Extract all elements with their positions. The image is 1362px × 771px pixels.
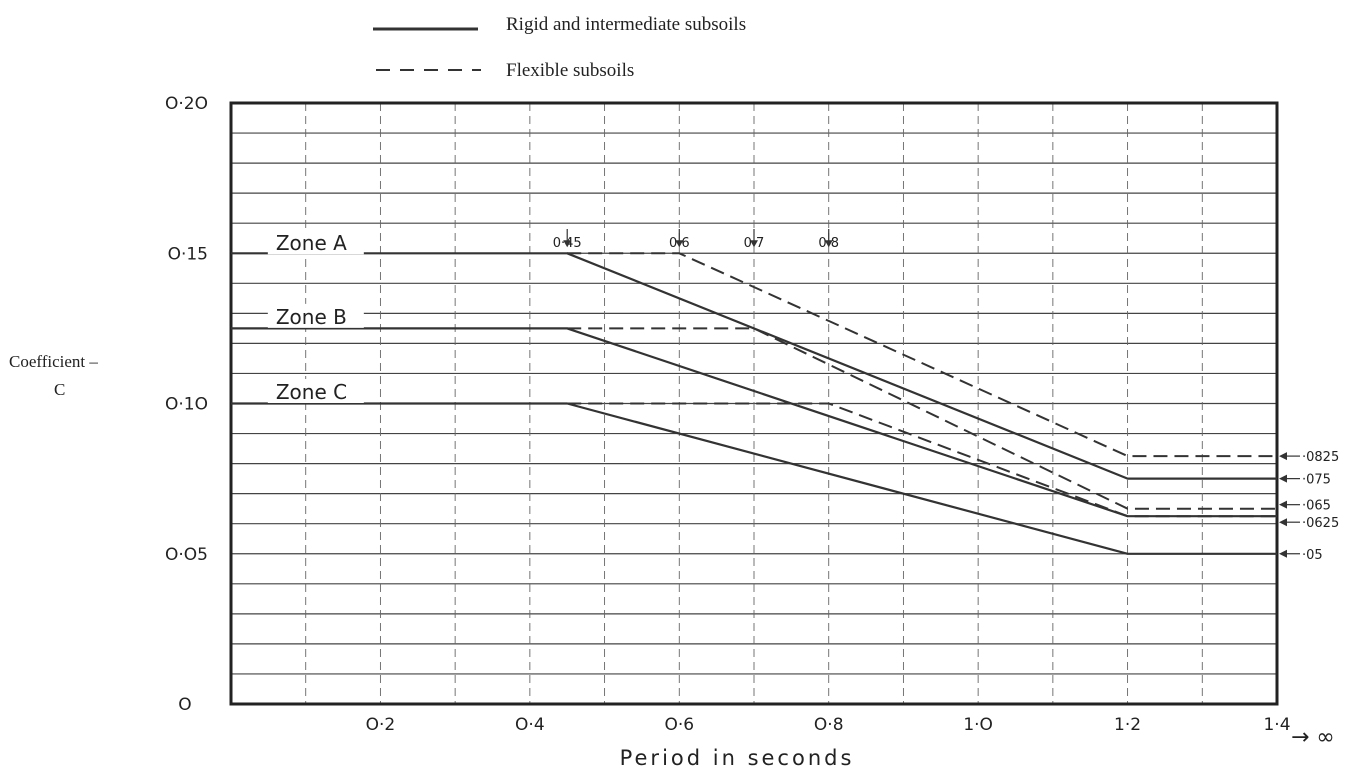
period-marker-arrowhead (563, 240, 572, 248)
series-line-flexible (567, 252, 1277, 458)
series-line-flexible (567, 402, 1277, 518)
series-layer (231, 252, 1277, 555)
right-value-label: ·0825 (1302, 450, 1339, 465)
zone-labels-layer: Zone A Zone B Zone C (267, 230, 364, 404)
period-marker-arrowhead (824, 240, 833, 248)
right-labels-layer: ·0825 ·075 ·065 ·0625 ·05 (1279, 450, 1339, 563)
right-value-label: ·065 (1302, 499, 1331, 514)
right-label-arrowhead (1279, 474, 1287, 483)
y-axis-label-line1: Coefficient – (9, 352, 98, 371)
x-tick-label: 1·4 (1263, 715, 1290, 735)
x-infinity-label: → ∞ (1291, 725, 1335, 750)
right-label-arrowhead (1279, 549, 1287, 558)
zone-label-background (267, 303, 364, 328)
x-axis-label: Period in seconds (620, 746, 855, 770)
right-value-label: ·05 (1302, 548, 1323, 563)
x-tick-label: O·8 (814, 715, 844, 735)
legend-solid-label: Rigid and intermediate subsoils (506, 14, 746, 35)
y-tick-label: O·2O (165, 94, 208, 114)
right-label-arrowhead (1279, 452, 1287, 461)
zone-label-background (267, 230, 364, 255)
right-label-arrowhead (1279, 500, 1287, 509)
period-marker-arrowhead (750, 240, 758, 248)
x-tick-label: O·2 (366, 715, 396, 735)
markers-layer: 0·450·60·70·8 (553, 229, 839, 251)
right-label-arrowhead (1279, 518, 1287, 527)
x-ticks-layer: O·2 O·4 O·6 O·8 1·O 1·2 1·4 (366, 715, 1291, 735)
series-line-rigid (231, 402, 1277, 555)
series-line-rigid (231, 252, 1277, 480)
legend: Rigid and intermediate subsoils Flexible… (373, 14, 746, 81)
x-tick-label: O·4 (515, 715, 545, 735)
zone-label: Zone B (276, 305, 347, 329)
y-tick-label: O·15 (168, 244, 208, 264)
y-tick-label: O (178, 695, 191, 715)
y-axis-label-line2: C (54, 380, 65, 399)
y-ticks-layer: O O·O5 O·1O O·15 O·2O (165, 94, 208, 715)
x-tick-label: 1·O (963, 715, 993, 735)
zone-label: Zone A (276, 231, 347, 255)
x-tick-label: O·6 (664, 715, 694, 735)
legend-dashed-label: Flexible subsoils (506, 60, 634, 81)
zone-label-background (267, 378, 364, 403)
x-tick-label: 1·2 (1114, 715, 1141, 735)
series-line-flexible (567, 327, 1277, 510)
period-marker-arrowhead (675, 240, 684, 248)
y-tick-label: O·O5 (165, 545, 208, 565)
zone-label: Zone C (276, 380, 347, 404)
right-value-label: ·0625 (1302, 516, 1339, 531)
y-tick-label: O·1O (165, 395, 208, 415)
grid-layer (231, 103, 1277, 704)
right-value-label: ·075 (1302, 473, 1331, 488)
